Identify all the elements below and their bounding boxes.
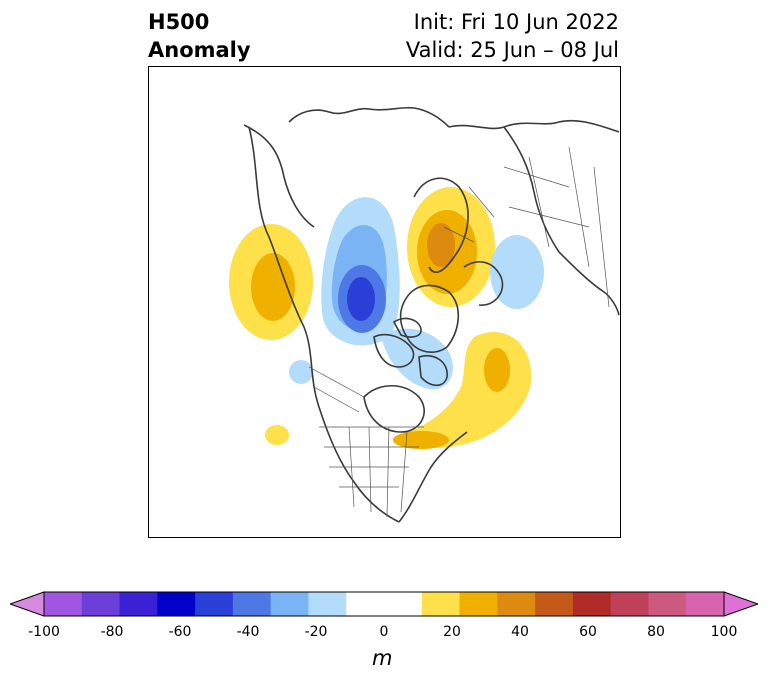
title-line-1: H500	[148, 10, 210, 34]
colorbar-cell	[535, 592, 574, 616]
colorbar-cell	[195, 592, 234, 616]
political-borders	[308, 146, 610, 518]
colorbar-tick-label: -60	[168, 624, 192, 640]
valid-range: Valid: 25 Jun – 08 Jul	[405, 38, 619, 62]
colorbar-cell	[44, 592, 83, 616]
colorbar-tick-label: 20	[443, 624, 461, 640]
colorbar-cell	[119, 592, 158, 616]
colorbar-tick-label: 100	[710, 624, 738, 640]
anomaly-pacific-small-positive	[265, 425, 289, 445]
anomaly-atlantic-positive-core	[484, 348, 510, 392]
colorbar-arrow-right	[723, 591, 758, 617]
colorbar-tick-label: -40	[236, 624, 260, 640]
coastlines	[243, 106, 620, 523]
colorbar-cell	[384, 592, 423, 616]
anomaly-map	[148, 66, 621, 538]
colorbar-cell	[157, 592, 196, 616]
colorbar-cell	[421, 592, 461, 616]
colorbar-ticks: -100 -80 -60 -40 -20 0 20 40 60 80 100	[0, 624, 768, 644]
colorbar-cell	[572, 592, 612, 616]
anomaly-arctic-negative-core	[347, 277, 375, 321]
map-title: H500 Anomaly	[148, 8, 251, 64]
anomaly-hudson-negative	[381, 328, 453, 390]
colorbar-cell	[648, 592, 687, 616]
map-svg	[229, 106, 620, 523]
colorbar-cell	[610, 592, 649, 616]
anomaly-alaska-negative-small	[289, 360, 313, 384]
anomaly-scandinavia-positive-core	[427, 223, 455, 267]
colorbar-tick-label: 60	[579, 624, 597, 640]
colorbar-cell	[81, 592, 121, 616]
colorbar-cell	[270, 592, 309, 616]
colorbar	[10, 591, 758, 617]
title-line-2: Anomaly	[148, 38, 251, 62]
colorbar-tick-label: -100	[28, 624, 60, 640]
date-info: Init: Fri 10 Jun 2022 Valid: 25 Jun – 08…	[406, 8, 619, 64]
colorbar-cell	[232, 592, 272, 616]
colorbar-cell	[686, 592, 725, 616]
colorbar-tick-label: -20	[304, 624, 328, 640]
colorbar-cell	[497, 592, 536, 616]
colorbar-cell	[459, 592, 498, 616]
colorbar-arrow-left	[10, 591, 45, 617]
colorbar-cell	[346, 592, 385, 616]
colorbar-tick-label: 40	[511, 624, 529, 640]
colorbar-unit: m	[372, 646, 393, 670]
colorbar-tick-label: 0	[379, 624, 389, 640]
anomaly-russia-negative	[490, 235, 544, 309]
anomaly-pacific-positive-core	[251, 253, 295, 321]
colorbar-tick-label: 80	[647, 624, 665, 640]
colorbar-tick-label: -80	[100, 624, 124, 640]
colorbar-cell	[308, 592, 347, 616]
anomaly-shading	[229, 187, 544, 449]
anomaly-us-positive	[393, 431, 449, 449]
init-date: Init: Fri 10 Jun 2022	[413, 10, 619, 34]
